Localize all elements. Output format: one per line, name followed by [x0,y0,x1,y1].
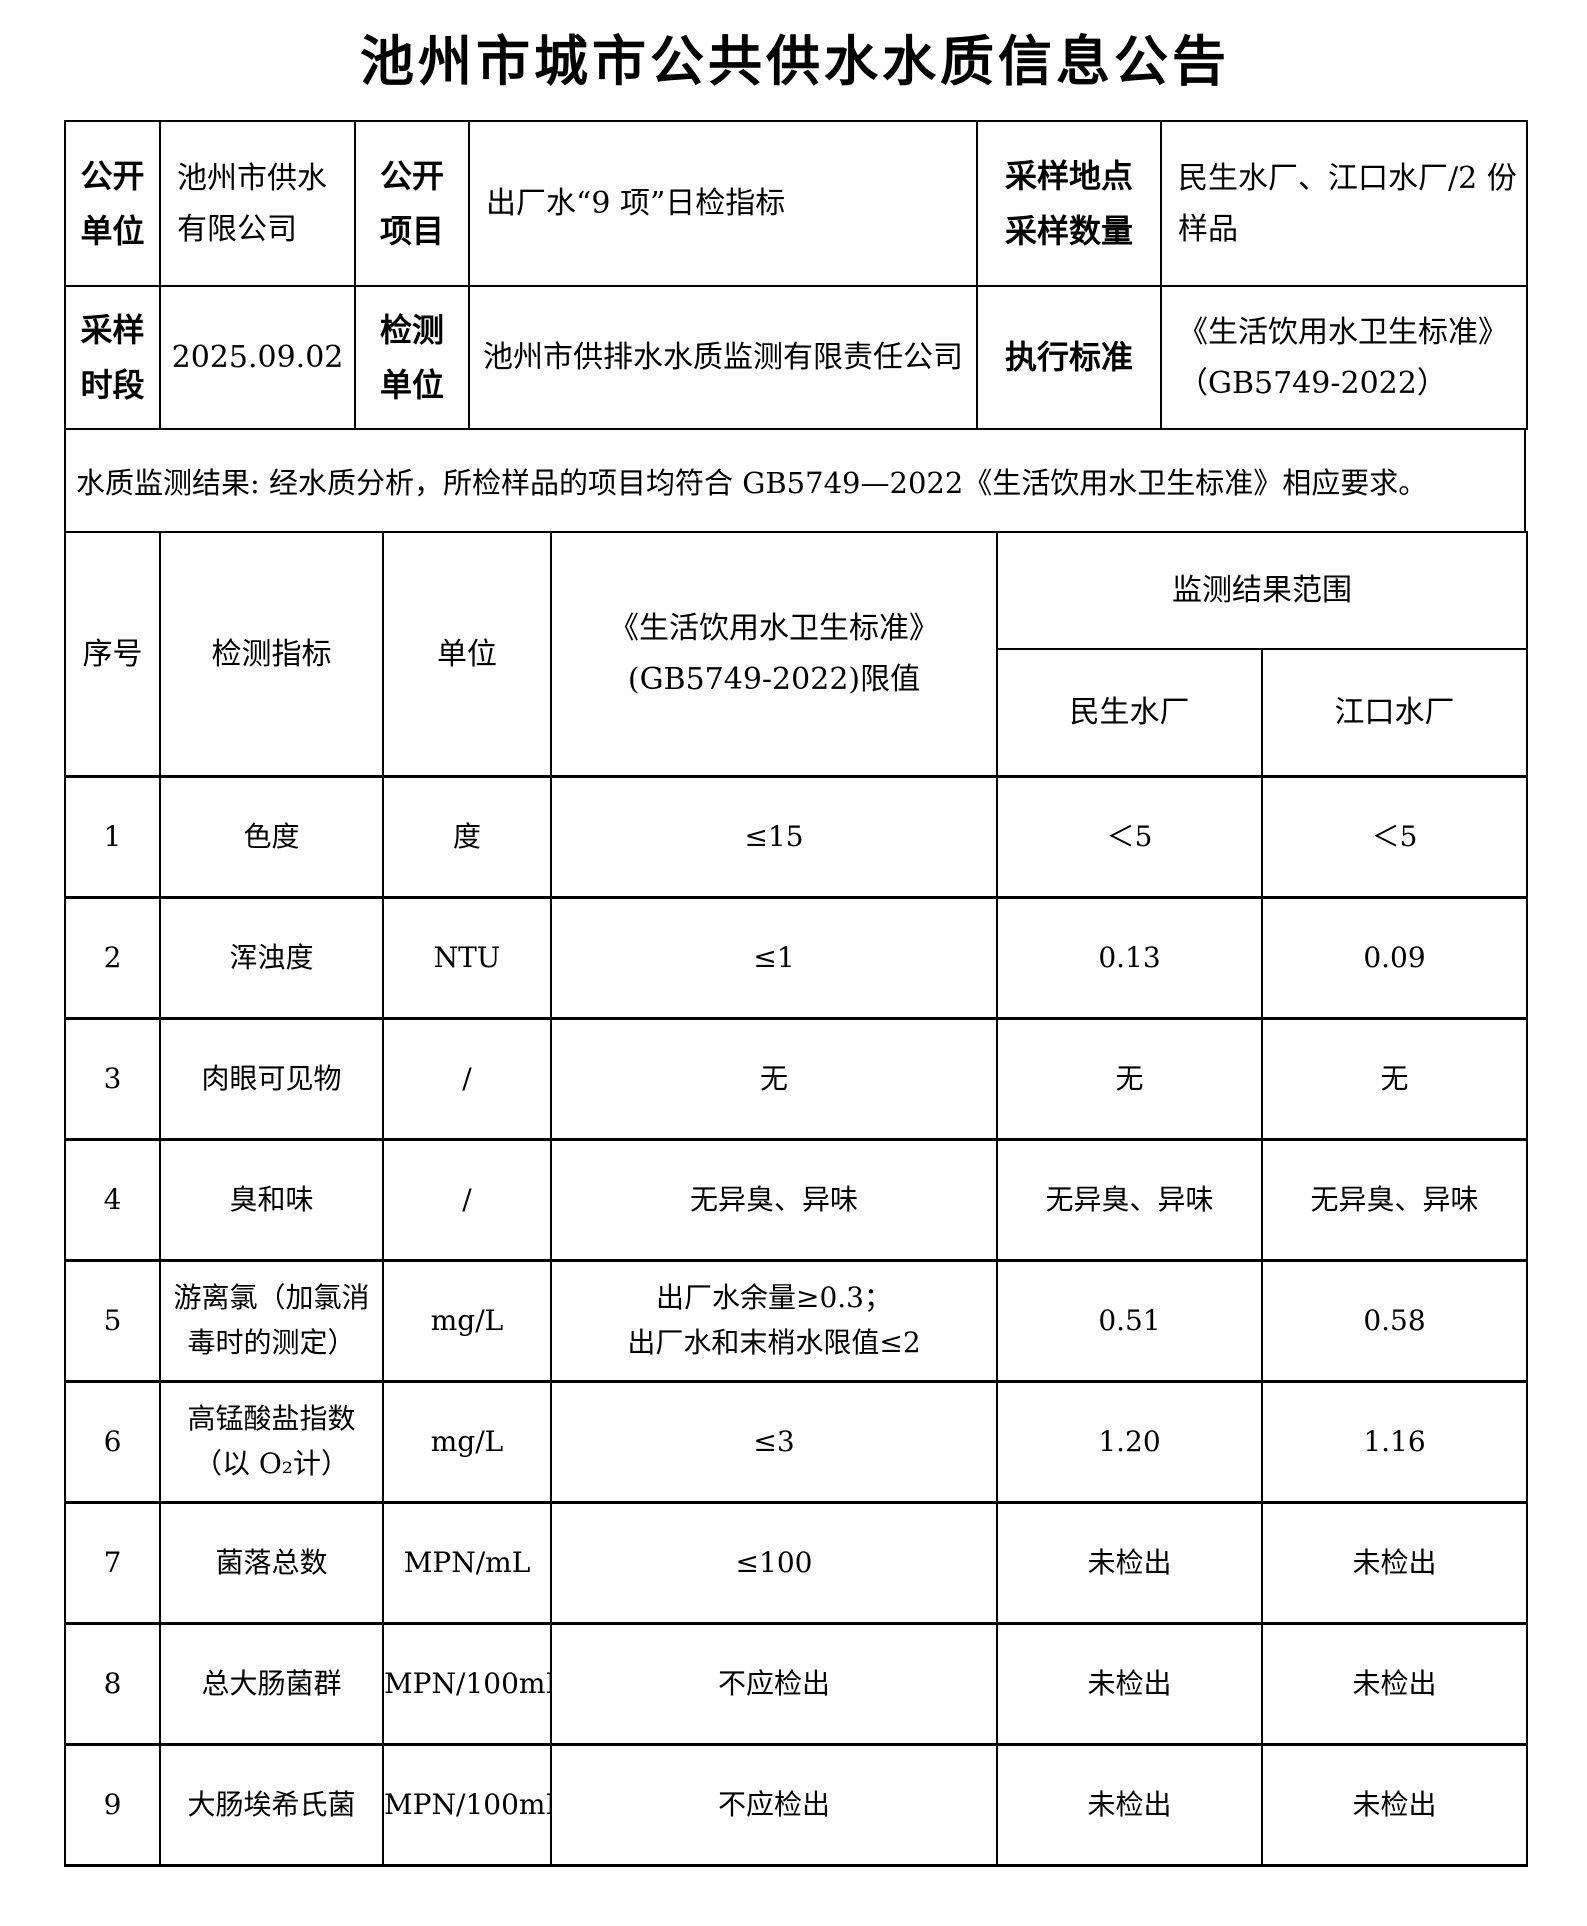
table-row: 7 菌落总数 MPN/mL ≤100 未检出 未检出 [64,1501,1528,1625]
cell-unit: / [382,1138,552,1262]
cell-minsheng: 0.51 [996,1259,1263,1383]
table-row: 9 大肠埃希氏菌 MPN/100mL 不应检出 未检出 未检出 [64,1743,1528,1867]
cell-jiangkou: 0.09 [1261,896,1528,1020]
cell-indicator: 总大肠菌群 [159,1622,384,1746]
cell-jiangkou: 1.16 [1261,1380,1528,1504]
cell-no: 1 [64,775,161,899]
cell-jiangkou: 未检出 [1261,1743,1528,1867]
table-row: 4 臭和味 / 无异臭、异味 无异臭、异味 无异臭、异味 [64,1138,1528,1262]
sampling-site-label: 采样地点 采样数量 [976,120,1162,287]
open-unit-value: 池州市供水 有限公司 [159,120,356,287]
cell-indicator: 色度 [159,775,384,899]
main-subheader-row: 民生水厂 江口水厂 [65,648,1528,778]
cell-limit: 不应检出 [550,1743,998,1867]
cell-minsheng: 未检出 [996,1743,1263,1867]
standard-value: 《生活饮用水卫生标准》 （GB5749-2022） [1160,285,1528,430]
cell-unit: / [382,1017,552,1141]
cell-limit: ≤15 [550,775,998,899]
cell-jiangkou: 无异臭、异味 [1261,1138,1528,1262]
table-row: 1 色度 度 ≤15 ＜5 ＜5 [64,775,1528,899]
standard-label: 执行标准 [976,285,1162,430]
cell-minsheng: 未检出 [996,1501,1263,1625]
cell-limit: 不应检出 [550,1622,998,1746]
cell-unit: MPN/mL [382,1501,552,1625]
result-note: 水质监测结果: 经水质分析，所检样品的项目均符合 GB5749—2022《生活饮… [64,430,1526,531]
cell-no: 7 [64,1501,161,1625]
open-unit-label: 公开 单位 [64,120,161,287]
table-row: 3 肉眼可见物 / 无 无 无 [64,1017,1528,1141]
cell-indicator: 臭和味 [159,1138,384,1262]
cell-no: 2 [64,896,161,1020]
cell-unit: mg/L [382,1259,552,1383]
col-header-unit: 单位 [382,531,552,778]
cell-unit: MPN/100mL [382,1743,552,1867]
open-item-value: 出厂水“9 项”日检指标 [468,120,978,287]
info-row-2: 采样 时段 2025.09.02 检测 单位 池州市供排水水质监测有限责任公司 … [64,285,1528,430]
cell-indicator: 高锰酸盐指数 （以 O₂计） [159,1380,384,1504]
info-table: 公开 单位 池州市供水 有限公司 公开 项目 出厂水“9 项”日检指标 采样地点… [64,120,1528,430]
cell-minsheng: 0.13 [996,896,1263,1020]
sampling-site-value: 民生水厂、江口水厂/2 份 样品 [1160,120,1528,287]
cell-no: 4 [64,1138,161,1262]
cell-no: 6 [64,1380,161,1504]
table-row: 2 浑浊度 NTU ≤1 0.13 0.09 [64,896,1528,1020]
cell-indicator: 菌落总数 [159,1501,384,1625]
sampling-period-value: 2025.09.02 [159,285,356,430]
table-row: 5 游离氯（加氯消 毒时的测定） mg/L 出厂水余量≥0.3； 出厂水和末梢水… [64,1259,1528,1383]
col-header-plant-jiangkou: 江口水厂 [1261,648,1528,778]
cell-limit: ≤1 [550,896,998,1020]
page-title: 池州市城市公共供水水质信息公告 [360,29,1230,93]
cell-no: 8 [64,1622,161,1746]
testing-unit-value: 池州市供排水水质监测有限责任公司 [468,285,978,430]
cell-jiangkou: 未检出 [1261,1501,1528,1625]
cell-jiangkou: ＜5 [1261,775,1528,899]
col-header-result-range: 监测结果范围 [996,531,1528,650]
cell-indicator: 浑浊度 [159,896,384,1020]
cell-limit: 无 [550,1017,998,1141]
cell-indicator: 游离氯（加氯消 毒时的测定） [159,1259,384,1383]
testing-unit-label: 检测 单位 [354,285,470,430]
cell-unit: NTU [382,896,552,1020]
cell-minsheng: 1.20 [996,1380,1263,1504]
cell-minsheng: 无异臭、异味 [996,1138,1263,1262]
col-header-indicator: 检测指标 [159,531,384,778]
cell-unit: 度 [382,775,552,899]
cell-indicator: 大肠埃希氏菌 [159,1743,384,1867]
info-row-1: 公开 单位 池州市供水 有限公司 公开 项目 出厂水“9 项”日检指标 采样地点… [64,120,1528,287]
open-item-label: 公开 项目 [354,120,470,287]
cell-jiangkou: 未检出 [1261,1622,1528,1746]
sampling-period-label: 采样 时段 [64,285,161,430]
col-header-limit: 《生活饮用水卫生标准》 (GB5749-2022)限值 [550,531,998,778]
quality-table: 序号 检测指标 单位 《生活饮用水卫生标准》 (GB5749-2022)限值 监… [64,531,1528,1867]
cell-limit: 出厂水余量≥0.3； 出厂水和末梢水限值≤2 [550,1259,998,1383]
cell-indicator: 肉眼可见物 [159,1017,384,1141]
cell-no: 3 [64,1017,161,1141]
cell-minsheng: 无 [996,1017,1263,1141]
cell-limit: ≤3 [550,1380,998,1504]
cell-minsheng: 未检出 [996,1622,1263,1746]
cell-jiangkou: 无 [1261,1017,1528,1141]
col-header-no: 序号 [64,531,161,778]
cell-unit: mg/L [382,1380,552,1504]
cell-jiangkou: 0.58 [1261,1259,1528,1383]
main-header-row: 序号 检测指标 单位 《生活饮用水卫生标准》 (GB5749-2022)限值 监… [64,531,1528,778]
col-header-plant-minsheng: 民生水厂 [996,648,1263,778]
cell-unit: MPN/100mL [382,1622,552,1746]
cell-no: 5 [64,1259,161,1383]
table-row: 8 总大肠菌群 MPN/100mL 不应检出 未检出 未检出 [64,1622,1528,1746]
cell-no: 9 [64,1743,161,1867]
table-row: 6 高锰酸盐指数 （以 O₂计） mg/L ≤3 1.20 1.16 [64,1380,1528,1504]
cell-limit: 无异臭、异味 [550,1138,998,1262]
cell-limit: ≤100 [550,1501,998,1625]
announcement-sheet: 池州市城市公共供水水质信息公告 公开 单位 池州市供水 有限公司 公开 项目 出… [64,0,1528,1867]
cell-minsheng: ＜5 [996,775,1263,899]
